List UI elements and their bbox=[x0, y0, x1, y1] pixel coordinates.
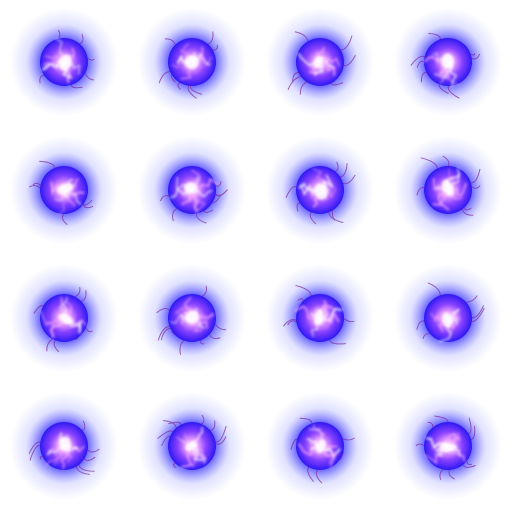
orb-hotspot bbox=[59, 436, 72, 452]
orb-frame bbox=[0, 0, 128, 128]
orb-frame bbox=[384, 128, 512, 256]
orb-hotspot bbox=[313, 56, 323, 69]
electric-plasma-orb-icon bbox=[10, 136, 118, 244]
electric-plasma-orb-icon bbox=[394, 264, 502, 372]
orb-tendrils bbox=[39, 29, 95, 89]
electric-plasma-orb-icon bbox=[266, 392, 374, 500]
orb-frame bbox=[256, 256, 384, 384]
orb-hotspot bbox=[316, 439, 326, 453]
orb-hotspot bbox=[314, 309, 324, 326]
orb-hotspot bbox=[441, 53, 454, 69]
orb-hotspot bbox=[442, 312, 453, 328]
orb-hotspot bbox=[442, 179, 454, 197]
orb-frame bbox=[128, 384, 256, 512]
orb-frame bbox=[0, 384, 128, 512]
orb-frame bbox=[128, 256, 256, 384]
electric-plasma-orb-icon bbox=[138, 8, 246, 116]
orb-hotspot bbox=[184, 55, 199, 69]
orb-frame bbox=[256, 0, 384, 128]
orb-frame bbox=[384, 384, 512, 512]
orb-frame bbox=[384, 0, 512, 128]
electric-plasma-orb-icon bbox=[266, 264, 374, 372]
orb-hotspot bbox=[439, 443, 457, 452]
electric-plasma-orb-icon bbox=[266, 136, 374, 244]
electric-plasma-orb-icon bbox=[138, 392, 246, 500]
orb-frame bbox=[0, 128, 128, 256]
orb-hotspot bbox=[185, 441, 198, 452]
electric-plasma-orb-icon bbox=[138, 136, 246, 244]
electric-plasma-orb-icon bbox=[10, 264, 118, 372]
orb-frame bbox=[256, 128, 384, 256]
orb-frame bbox=[128, 128, 256, 256]
orb-frame bbox=[256, 384, 384, 512]
electric-plasma-orb-icon bbox=[10, 8, 118, 116]
orb-hotspot bbox=[185, 310, 199, 324]
orb-hotspot bbox=[314, 183, 328, 200]
orb-hotspot bbox=[184, 182, 198, 194]
electric-plasma-orb-icon bbox=[394, 392, 502, 500]
orb-hotspot bbox=[58, 313, 73, 324]
electric-plasma-orb-icon bbox=[394, 136, 502, 244]
electric-plasma-orb-icon bbox=[394, 8, 502, 116]
orb-frame bbox=[128, 0, 256, 128]
orb-frame bbox=[384, 256, 512, 384]
electric-plasma-orb-icon bbox=[10, 392, 118, 500]
electric-plasma-orb-icon bbox=[266, 8, 374, 116]
orb-hotspot bbox=[59, 54, 72, 71]
electric-plasma-orb-icon bbox=[138, 264, 246, 372]
orb-hotspot bbox=[56, 183, 74, 194]
orb-frame bbox=[0, 256, 128, 384]
